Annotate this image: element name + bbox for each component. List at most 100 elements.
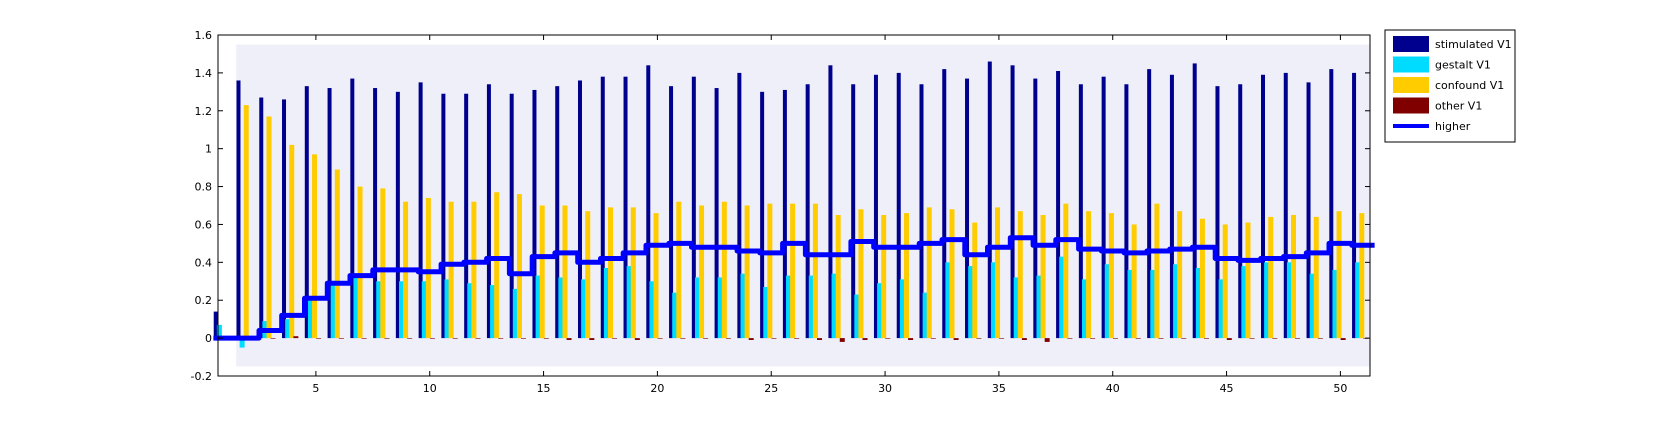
bar-confound-v1-34	[972, 223, 977, 339]
bar-confound-v1-19	[631, 207, 636, 338]
legend-label-stimulated-v1: stimulated V1	[1435, 38, 1512, 51]
bar-confound-v1-40	[1109, 213, 1114, 338]
bar-other-v1-7	[362, 338, 367, 339]
bar-other-v1-25	[771, 338, 776, 339]
x-tick-label: 25	[764, 382, 778, 395]
bar-confound-v1-45	[1223, 224, 1228, 338]
bar-other-v1-16	[567, 338, 572, 340]
bar-other-v1-35	[999, 338, 1004, 339]
bar-other-v1-9	[407, 338, 412, 339]
bar-confound-v1-14	[517, 194, 522, 338]
legend-label-other-v1: other V1	[1435, 100, 1482, 113]
bar-confound-v1-15	[540, 206, 545, 339]
bar-other-v1-49	[1318, 338, 1323, 339]
bar-stimulated-v1-4	[282, 99, 286, 338]
bar-confound-v1-43	[1177, 211, 1182, 338]
bar-other-v1-45	[1227, 338, 1232, 340]
bar-confound-v1-44	[1200, 219, 1205, 338]
bar-confound-v1-42	[1154, 204, 1159, 339]
legend-label-confound-v1: confound V1	[1435, 79, 1504, 92]
bar-other-v1-28	[840, 338, 845, 342]
bar-other-v1-22	[703, 338, 708, 339]
bar-other-v1-26	[794, 338, 799, 339]
bar-confound-v1-22	[699, 206, 704, 339]
bar-other-v1-14	[521, 338, 526, 339]
bar-confound-v1-17	[585, 211, 590, 338]
bar-confound-v1-7	[358, 187, 363, 339]
bar-confound-v1-3	[267, 116, 272, 338]
x-tick-label: 15	[537, 382, 551, 395]
bar-confound-v1-20	[654, 213, 659, 338]
bar-other-v1-36	[1022, 338, 1027, 340]
bar-confound-v1-31	[904, 213, 909, 338]
bar-other-v1-29	[863, 338, 868, 340]
bar-other-v1-20	[658, 338, 663, 339]
bar-other-v1-6	[339, 338, 344, 339]
bar-confound-v1-30	[881, 215, 886, 338]
y-tick-label: 0.6	[195, 218, 213, 231]
bar-confound-v1-10	[426, 198, 431, 338]
bar-confound-v1-25	[767, 204, 772, 339]
bar-confound-v1-26	[790, 204, 795, 339]
legend-swatch-confound-v1	[1393, 77, 1429, 93]
bar-confound-v1-50	[1337, 211, 1342, 338]
x-tick-label: 50	[1333, 382, 1347, 395]
bar-confound-v1-27	[813, 204, 818, 339]
bar-other-v1-42	[1159, 338, 1164, 339]
x-tick-label: 10	[423, 382, 437, 395]
bar-other-v1-8	[384, 338, 389, 339]
bar-other-v1-5	[316, 338, 321, 339]
bar-confound-v1-8	[380, 188, 385, 338]
bar-confound-v1-28	[836, 215, 841, 338]
bar-confound-v1-36	[1018, 211, 1023, 338]
x-tick-label: 30	[878, 382, 892, 395]
bar-confound-v1-32	[927, 207, 932, 338]
bar-other-v1-10	[430, 338, 435, 339]
y-tick-label: 0.4	[195, 256, 213, 269]
bar-confound-v1-23	[722, 202, 727, 338]
bar-confound-v1-16	[562, 206, 567, 339]
bar-other-v1-12	[476, 338, 481, 339]
x-tick-label: 20	[650, 382, 664, 395]
bar-other-v1-11	[453, 338, 458, 339]
bar-confound-v1-51	[1359, 213, 1364, 338]
bar-other-v1-34	[976, 338, 981, 339]
x-tick-label: 40	[1106, 382, 1120, 395]
bar-other-v1-27	[817, 338, 822, 340]
bar-other-v1-30	[885, 338, 890, 339]
y-tick-label: 0.2	[195, 294, 213, 307]
x-tick-label: 45	[1220, 382, 1234, 395]
bar-other-v1-21	[680, 338, 685, 339]
bar-confound-v1-47	[1268, 217, 1273, 338]
y-tick-label: 1	[205, 143, 212, 156]
bar-confound-v1-48	[1291, 215, 1296, 338]
bar-other-v1-18	[612, 338, 617, 339]
bar-other-v1-43	[1181, 338, 1186, 339]
bar-stimulated-v1-3	[259, 98, 263, 339]
bar-stimulated-v1-2	[236, 80, 240, 338]
bar-confound-v1-21	[676, 202, 681, 338]
bar-other-v1-48	[1295, 338, 1300, 339]
y-tick-label: 1.4	[195, 67, 213, 80]
bar-confound-v1-2	[244, 105, 249, 338]
bar-confound-v1-13	[494, 192, 499, 338]
y-tick-label: 0.8	[195, 181, 213, 194]
bar-confound-v1-35	[995, 207, 1000, 338]
legend-label-gestalt-v1: gestalt V1	[1435, 59, 1491, 72]
bar-confound-v1-37	[1041, 215, 1046, 338]
bar-confound-v1-46	[1245, 223, 1250, 339]
bar-other-v1-19	[635, 338, 640, 340]
bar-other-v1-41	[1136, 338, 1141, 339]
bar-other-v1-33	[954, 338, 959, 340]
bar-confound-v1-49	[1314, 217, 1319, 338]
bar-other-v1-37	[1045, 338, 1050, 342]
bar-confound-v1-38	[1063, 204, 1068, 339]
bar-other-v1-13	[498, 338, 503, 339]
y-tick-label: 1.2	[195, 105, 213, 118]
bar-confound-v1-39	[1086, 211, 1091, 338]
bar-other-v1-50	[1341, 338, 1346, 340]
bar-other-v1-39	[1090, 338, 1095, 339]
bar-other-v1-38	[1067, 338, 1072, 339]
